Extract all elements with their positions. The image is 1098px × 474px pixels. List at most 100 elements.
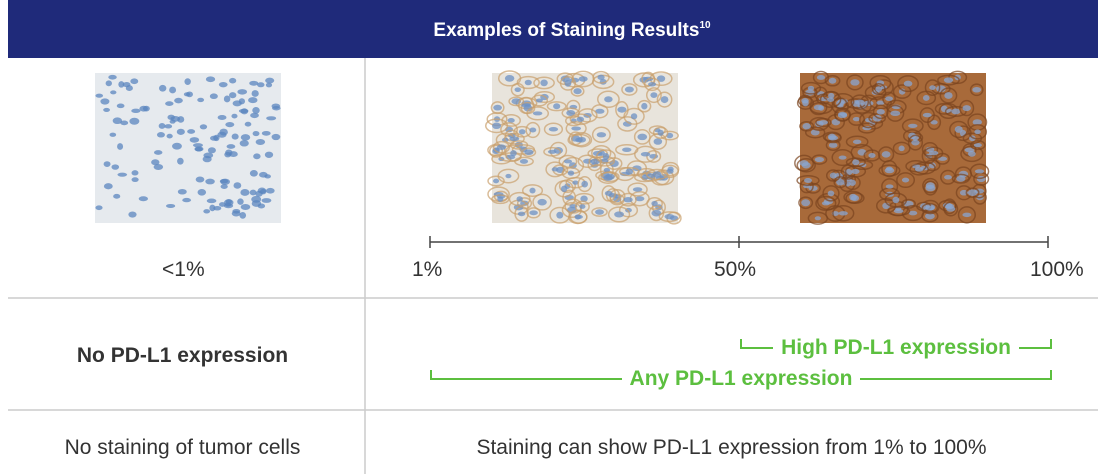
nucleus xyxy=(139,196,148,201)
nucleus xyxy=(808,86,814,91)
nucleus xyxy=(802,123,810,129)
nucleus xyxy=(207,199,217,204)
nucleus xyxy=(224,204,233,209)
nucleus xyxy=(95,205,102,210)
nucleus xyxy=(631,113,637,119)
nucleus xyxy=(159,123,166,129)
nucleus xyxy=(944,92,952,99)
nucleus xyxy=(911,140,919,146)
nucleus xyxy=(850,79,859,85)
nucleus xyxy=(167,134,173,139)
nucleus xyxy=(193,143,203,147)
nucleus xyxy=(915,167,924,172)
nucleus xyxy=(525,80,532,86)
nucleus xyxy=(830,172,837,178)
nucleus xyxy=(968,151,976,157)
nucleus xyxy=(111,164,119,169)
row-text: No staining of tumor cells xyxy=(0,436,365,460)
nucleus xyxy=(132,170,139,175)
nucleus xyxy=(95,94,103,98)
nucleus xyxy=(172,143,182,150)
nucleus xyxy=(892,197,899,203)
nucleus xyxy=(849,180,856,186)
nucleus xyxy=(187,129,195,134)
nucleus xyxy=(272,134,281,140)
nucleus xyxy=(944,175,952,179)
nucleus xyxy=(251,196,261,203)
nucleus xyxy=(100,98,109,104)
nucleus xyxy=(575,214,581,219)
nucleus xyxy=(510,150,517,156)
nucleus xyxy=(565,80,572,87)
nucleus xyxy=(103,108,110,112)
nucleus xyxy=(157,132,165,137)
nucleus xyxy=(804,178,812,183)
nucleus xyxy=(252,107,259,114)
nucleus xyxy=(524,149,533,155)
row-label: No PD-L1 expression xyxy=(0,344,365,368)
nucleus xyxy=(139,106,147,112)
nucleus xyxy=(240,140,249,146)
nucleus xyxy=(131,109,140,113)
nucleus xyxy=(579,76,588,82)
nucleus xyxy=(548,150,557,154)
nucleus xyxy=(505,75,514,82)
nucleus xyxy=(925,206,935,211)
nucleus xyxy=(227,144,236,149)
nucleus xyxy=(801,199,810,206)
nucleus xyxy=(648,82,656,86)
nucleus xyxy=(604,96,612,102)
nucleus xyxy=(262,131,271,136)
nucleus xyxy=(581,181,588,188)
images xyxy=(95,71,989,224)
nucleus xyxy=(190,137,199,143)
nucleus xyxy=(209,205,215,212)
nucleus xyxy=(650,92,657,98)
nucleus xyxy=(128,212,136,218)
nucleus xyxy=(885,168,895,174)
header-superscript: 10 xyxy=(699,20,711,31)
nucleus xyxy=(603,153,609,160)
nucleus xyxy=(493,179,499,184)
nucleus xyxy=(968,189,977,196)
nucleus xyxy=(529,127,536,132)
nucleus xyxy=(822,201,830,205)
header-title-wrap: Examples of Staining Results10 xyxy=(433,20,711,41)
nucleus xyxy=(229,78,236,84)
scale-label: <1% xyxy=(162,258,205,282)
nucleus xyxy=(154,164,163,170)
nucleus xyxy=(962,213,971,217)
nucleus xyxy=(167,115,174,120)
high-label: High PD-L1 expression xyxy=(773,336,1019,360)
nucleus xyxy=(205,179,215,185)
nucleus xyxy=(626,169,633,175)
nucleus xyxy=(497,144,506,150)
nucleus xyxy=(265,78,274,84)
nucleus xyxy=(814,105,823,111)
nucleus xyxy=(165,101,173,106)
nucleus xyxy=(552,167,559,171)
nucleus xyxy=(923,113,932,118)
nucleus xyxy=(564,159,572,163)
nucleus xyxy=(520,159,528,164)
nucleus xyxy=(250,113,259,118)
nucleus xyxy=(113,194,120,199)
nucleus xyxy=(208,147,216,153)
any-bracket: Any PD-L1 expression xyxy=(430,367,1052,391)
nucleus xyxy=(625,86,634,92)
nucleus xyxy=(561,186,567,193)
nucleus xyxy=(210,93,218,99)
nucleus xyxy=(944,77,953,83)
nucleus xyxy=(256,139,265,145)
nucleus xyxy=(123,82,131,87)
nucleus xyxy=(904,81,913,87)
page: Examples of Staining Results10 <1% 1% 50… xyxy=(0,0,1098,474)
nucleus xyxy=(245,122,252,127)
high-bracket: High PD-L1 expression xyxy=(740,336,1052,360)
nucleus xyxy=(117,173,127,177)
nucleus xyxy=(265,152,273,158)
nucleus xyxy=(174,98,183,104)
nucleus xyxy=(159,85,166,92)
nucleus xyxy=(206,76,215,82)
nucleus xyxy=(549,127,558,132)
